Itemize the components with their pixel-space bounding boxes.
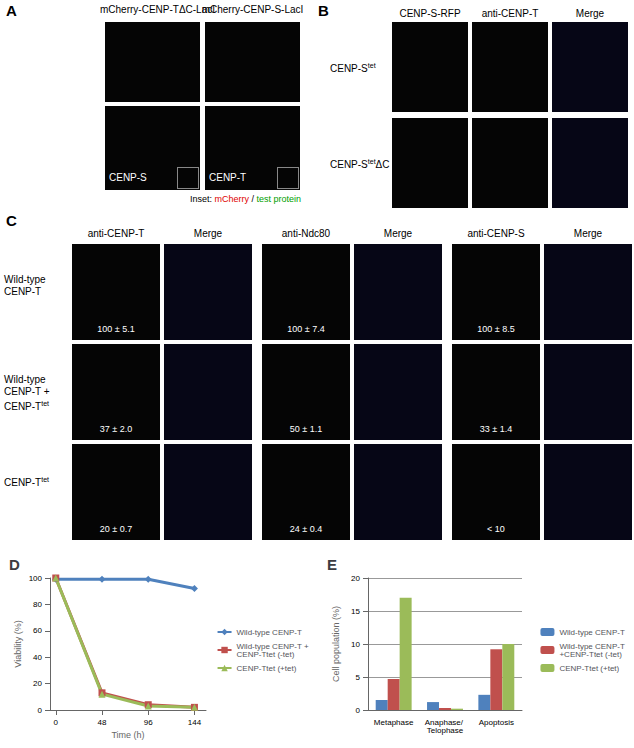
html-text:Inset: mCherry / test protein: Inset: mCherry / test protein (190, 194, 302, 204)
html-text:37 ± 2.0: 37 ± 2.0 (99, 424, 133, 434)
svg-text:15: 15 (351, 607, 360, 616)
svg-text:D: D (9, 556, 20, 573)
html-text:CENP-S-RFP: CENP-S-RFP (399, 8, 461, 19)
svg-text:10: 10 (351, 640, 360, 649)
svg-text:40: 40 (33, 653, 42, 662)
html-text:20 ± 0.7: 20 ± 0.7 (99, 524, 133, 534)
html-text:Merge: Merge (383, 228, 413, 239)
html-text:A: A (6, 2, 17, 19)
svg-text:CENP-Ttet (+tet): CENP-Ttet (+tet) (237, 664, 297, 673)
svg-text:Cell population (%): Cell population (%) (331, 606, 341, 682)
svg-text:100: 100 (29, 574, 43, 583)
html-text:CENP-Ttet: CENP-Ttet (4, 476, 49, 489)
svg-text:20: 20 (351, 574, 360, 583)
html-text:100 ± 5.1: 100 ± 5.1 (97, 324, 135, 334)
html-text:Merge: Merge (193, 228, 223, 239)
svg-text:5: 5 (356, 673, 361, 682)
html-text:B: B (318, 2, 329, 19)
svg-text:48: 48 (98, 718, 107, 727)
html-text:anti-CENP-T: anti-CENP-T (87, 228, 145, 239)
svg-text:E: E (327, 556, 337, 573)
svg-text:80: 80 (33, 600, 42, 609)
html-text:100 ± 8.5: 100 ± 8.5 (477, 324, 515, 334)
svg-text:0: 0 (38, 706, 43, 715)
html-text:Merge: Merge (573, 228, 603, 239)
svg-text:CENP-Ttet (+tet): CENP-Ttet (+tet) (559, 664, 619, 673)
svg-text:0: 0 (54, 718, 59, 727)
html-text:33 ± 1.4: 33 ± 1.4 (479, 424, 513, 434)
html-text:CENP-StetΔC: CENP-StetΔC (330, 158, 390, 171)
html-text:24 ± 0.4: 24 ± 0.4 (289, 524, 323, 534)
html-text:anti-CENP-S: anti-CENP-S (467, 228, 525, 239)
html-text:Wild-type CENP-T + CENP-Ttet: Wild-type CENP-T + CENP-Ttet (4, 374, 50, 413)
html-text:50 ± 1.1: 50 ± 1.1 (289, 424, 323, 434)
svg-text:Wild-type CENP-T: Wild-type CENP-T (559, 641, 627, 651)
svg-text:Wild-type CENP-T +: Wild-type CENP-T + (236, 641, 311, 651)
svg-text:0: 0 (356, 706, 361, 715)
svg-text:Time (h): Time (h) (111, 730, 144, 740)
html-text:anti-Ndc80: anti-Ndc80 (281, 228, 331, 239)
svg-text:Apoptosis: Apoptosis (479, 718, 514, 727)
svg-text:96: 96 (144, 718, 153, 727)
svg-text:Telophase: Telophase (427, 726, 464, 735)
html-text:100 ± 7.4: 100 ± 7.4 (287, 324, 325, 334)
svg-text:CENP-Ttet (-tet): CENP-Ttet (-tet) (237, 650, 295, 659)
html-text:Merge: Merge (575, 8, 605, 19)
svg-text:144: 144 (188, 718, 202, 727)
svg-text:+CENP-Ttet (-tet): +CENP-Ttet (-tet) (559, 650, 622, 659)
html-text:CENP-T: CENP-T (209, 172, 247, 183)
svg-text:20: 20 (33, 679, 42, 688)
html-text:< 10: < 10 (487, 524, 505, 534)
html-text:mCherry-CENP-S-LacI: mCherry-CENP-S-LacI (201, 4, 304, 15)
svg-text:Metaphase: Metaphase (374, 718, 414, 727)
html-text:anti-CENP-T: anti-CENP-T (481, 8, 539, 19)
html-text:C: C (6, 212, 17, 229)
html-text:mCherry-CENP-TΔC-LacI: mCherry-CENP-TΔC-LacI (100, 4, 215, 15)
svg-text:Wild-type CENP-T: Wild-type CENP-T (237, 628, 302, 637)
svg-text:Wild-type CENP-T: Wild-type CENP-T (559, 628, 624, 637)
html-text:Wild-type CENP-T: Wild-type CENP-T (4, 274, 46, 297)
svg-text:Anaphase/: Anaphase/ (424, 717, 466, 727)
svg-text:60: 60 (33, 626, 42, 635)
html-text:CENP-Stet: CENP-Stet (330, 62, 376, 75)
svg-text:Viability (%): Viability (%) (13, 620, 23, 667)
html-text:CENP-S: CENP-S (109, 172, 147, 183)
